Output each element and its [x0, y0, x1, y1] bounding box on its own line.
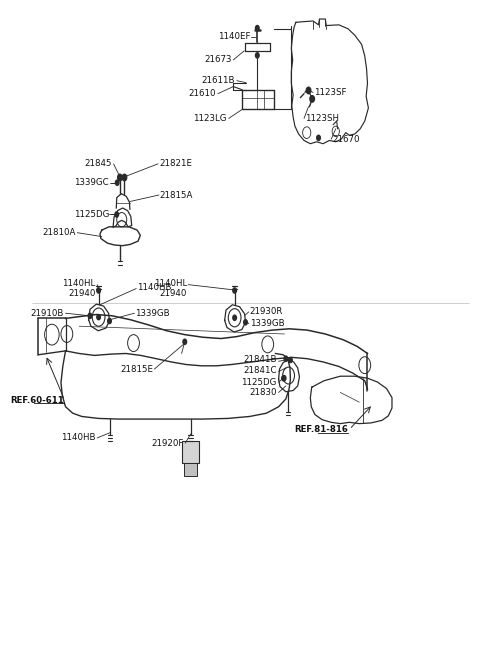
Circle shape — [282, 375, 286, 381]
Text: 1140EF: 1140EF — [218, 32, 251, 41]
Circle shape — [317, 136, 320, 140]
Circle shape — [88, 313, 92, 318]
Circle shape — [118, 174, 122, 181]
Text: 21815A: 21815A — [160, 191, 193, 200]
Text: 1140HL: 1140HL — [62, 279, 96, 288]
Circle shape — [122, 174, 127, 181]
Circle shape — [310, 96, 314, 102]
Bar — [182, 441, 199, 462]
Circle shape — [115, 212, 119, 217]
Text: 21930R: 21930R — [250, 307, 283, 316]
Text: REF.81-816: REF.81-816 — [295, 425, 348, 434]
Circle shape — [108, 318, 111, 324]
Text: 21821E: 21821E — [159, 159, 192, 168]
Text: 21845: 21845 — [84, 159, 112, 168]
Circle shape — [306, 87, 311, 94]
Circle shape — [97, 288, 100, 293]
Text: 1339GC: 1339GC — [74, 178, 109, 187]
Text: 1339GB: 1339GB — [135, 309, 170, 318]
Text: 1140HL: 1140HL — [154, 279, 187, 288]
Text: 21920F: 21920F — [152, 439, 184, 447]
Circle shape — [183, 339, 187, 345]
Text: 1123SH: 1123SH — [305, 114, 339, 123]
Circle shape — [233, 315, 237, 320]
Text: 1123LG: 1123LG — [193, 114, 227, 123]
Circle shape — [233, 288, 237, 293]
Text: 21611B: 21611B — [202, 76, 235, 85]
Text: 21673: 21673 — [204, 56, 231, 64]
Text: 1140HB: 1140HB — [61, 434, 96, 442]
Text: 1125DG: 1125DG — [241, 377, 277, 386]
Circle shape — [255, 53, 259, 58]
Text: 21841C: 21841C — [243, 366, 277, 375]
Text: 21841B: 21841B — [243, 356, 277, 364]
Circle shape — [288, 358, 292, 363]
Text: 21940: 21940 — [68, 289, 96, 297]
Circle shape — [284, 356, 288, 362]
Circle shape — [282, 375, 286, 381]
Text: 1125DG: 1125DG — [73, 210, 109, 219]
Circle shape — [97, 314, 100, 320]
Text: 21940: 21940 — [160, 289, 187, 297]
Text: 1123SF: 1123SF — [314, 88, 347, 97]
Text: 21810A: 21810A — [42, 228, 75, 237]
Bar — [184, 462, 197, 476]
Text: 1339GB: 1339GB — [250, 319, 284, 328]
Text: 1140HB: 1140HB — [137, 283, 172, 291]
Text: 21815E: 21815E — [120, 365, 153, 373]
Circle shape — [255, 26, 259, 31]
Text: 21610: 21610 — [189, 89, 216, 98]
Circle shape — [115, 180, 119, 185]
Text: 21670: 21670 — [332, 135, 360, 143]
Text: REF.60-611: REF.60-611 — [10, 396, 64, 405]
Circle shape — [244, 320, 247, 325]
Text: 21910B: 21910B — [30, 309, 64, 318]
Text: 21830: 21830 — [249, 388, 277, 397]
